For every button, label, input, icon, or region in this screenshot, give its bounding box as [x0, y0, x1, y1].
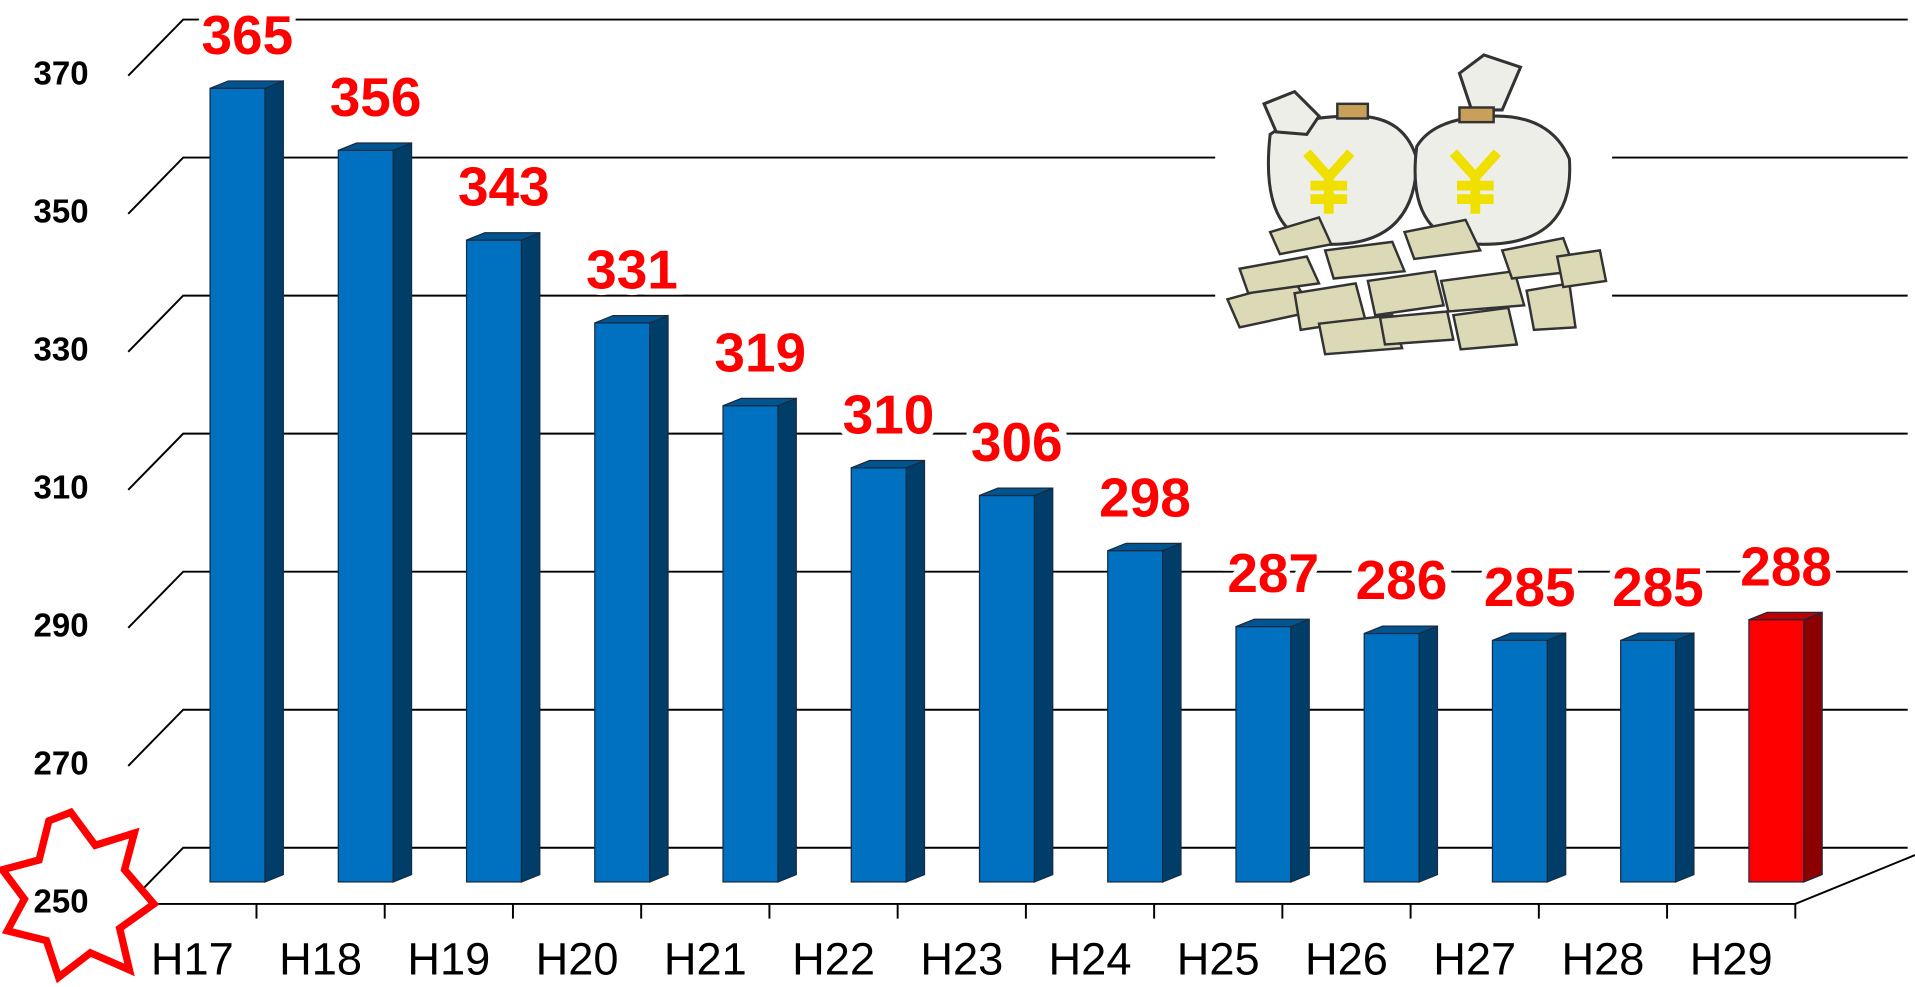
x-tick-label: H18 [279, 934, 362, 985]
bar-side [1546, 632, 1567, 883]
bar-side [520, 231, 541, 883]
bar [1235, 625, 1292, 883]
value-label: 285 [1484, 556, 1576, 618]
bar-top [1748, 611, 1823, 621]
x-tick-label: H17 [151, 934, 234, 985]
bar-top [1107, 542, 1182, 552]
grid-line [127, 432, 1908, 491]
y-tick-label: 370 [34, 54, 89, 91]
bar [1620, 639, 1677, 883]
value-label: 356 [330, 66, 422, 128]
x-tick-label: H28 [1562, 934, 1645, 985]
bar-side [1290, 618, 1310, 883]
value-label: 285 [1612, 556, 1704, 618]
bars [209, 80, 1823, 883]
bar-side [649, 314, 669, 883]
bar [1363, 632, 1420, 883]
value-label: 288 [1740, 535, 1832, 597]
bar-top [979, 487, 1053, 497]
bar-side [1033, 487, 1054, 883]
bar [594, 322, 651, 883]
y-labels: 250 270 290 310 330 350 370 [34, 54, 89, 919]
x-tick-label: H23 [920, 934, 1003, 985]
y-tick-label: 310 [34, 469, 89, 506]
bar-top [209, 80, 284, 89]
grid-line [127, 846, 1908, 905]
value-label: 306 [971, 411, 1063, 473]
bar-top [338, 142, 412, 151]
bar [1748, 619, 1805, 883]
y-tick-label: 250 [34, 883, 89, 920]
x-tick-label: H24 [1049, 934, 1132, 985]
bar-top [1363, 625, 1438, 635]
x-tick-label: H27 [1433, 934, 1516, 985]
grid-line [127, 18, 1908, 77]
y-tick-label: 330 [34, 331, 89, 368]
value-label: 365 [201, 4, 293, 66]
bar-top [1492, 632, 1566, 642]
x-tick-label: H21 [664, 934, 747, 985]
x-tick-label: H22 [792, 934, 875, 985]
bar-top [594, 314, 669, 324]
x-tick-label: H20 [536, 934, 619, 985]
bar [465, 239, 523, 883]
bar-side [264, 80, 284, 883]
bar-top [1235, 618, 1310, 628]
y-tick-label: 290 [34, 607, 89, 644]
y-tick-label: 270 [34, 745, 89, 782]
bar [722, 405, 779, 883]
grid [127, 18, 1915, 919]
labels: H17 H18 H19 H20 H21 H22 H23 H24 H25 H26 H27 H28 H29 3… [151, 0, 1838, 985]
value-label: 286 [1356, 549, 1448, 611]
bar-top [851, 459, 925, 469]
bar-top [1620, 632, 1695, 642]
x-tick-label: H25 [1177, 934, 1260, 985]
bar-side [905, 459, 926, 883]
value-label: 319 [714, 321, 806, 383]
bar [1107, 550, 1164, 883]
bar [978, 494, 1036, 883]
bar-side [777, 397, 797, 883]
grid-line [127, 570, 1908, 629]
value-label: 310 [843, 383, 935, 445]
bar-side [1418, 625, 1439, 883]
value-label: 287 [1227, 542, 1319, 604]
x-tick-label: H26 [1305, 934, 1388, 985]
money-bags-illustration [1215, 48, 1613, 361]
grid-line [127, 708, 1908, 767]
value-label: 343 [458, 156, 550, 218]
x-tick-label: H29 [1690, 934, 1773, 985]
value-label: 298 [1099, 466, 1191, 528]
bar-side [1675, 632, 1695, 883]
bar-side [1803, 611, 1823, 883]
value-label: 331 [586, 239, 678, 301]
bar [209, 87, 266, 883]
bar-side [1162, 542, 1182, 883]
bar-top [722, 397, 797, 407]
y-tick-label: 350 [34, 192, 89, 229]
star-decoration [0, 807, 160, 984]
bar [850, 467, 907, 883]
bar [1491, 639, 1548, 883]
bar [337, 149, 394, 883]
x-tick-label: H19 [407, 934, 490, 985]
bar-side [392, 142, 413, 883]
bar-top [466, 232, 541, 241]
